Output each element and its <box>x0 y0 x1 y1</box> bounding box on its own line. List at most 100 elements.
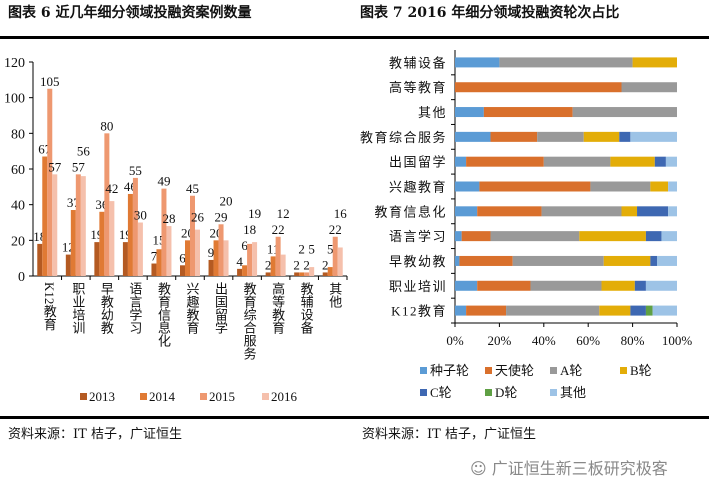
legend-label: 2013 <box>89 389 115 404</box>
data-label: 7 <box>151 249 158 264</box>
bar-segment-A轮 <box>541 206 622 217</box>
right-source: 资料来源：IT 桔子，广证恒生 <box>362 427 536 442</box>
bar-segment-B轮 <box>599 305 631 316</box>
bar-segment-天使轮 <box>466 305 507 316</box>
data-label: 45 <box>186 181 199 196</box>
bar-segment-种子轮 <box>455 181 480 192</box>
bar-segment-B轮 <box>583 131 620 142</box>
legend-label: B轮 <box>630 363 652 378</box>
bar-segment-A轮 <box>590 181 651 192</box>
category-label: 教育信息化 <box>374 204 447 219</box>
data-label: 49 <box>157 174 170 189</box>
data-label: 29 <box>215 209 228 224</box>
bar-segment-B轮 <box>610 156 655 167</box>
data-label: 26 <box>191 209 205 224</box>
legend-label: D轮 <box>495 385 517 400</box>
bar-segment-B轮 <box>650 181 669 192</box>
bar-2013 <box>122 242 128 276</box>
bar-2013 <box>265 272 271 276</box>
bar-segment-天使轮 <box>466 156 544 167</box>
legend-swatch <box>485 367 492 374</box>
category-label: 教育综合服务 <box>242 281 257 360</box>
category-label: K12教育 <box>42 282 57 332</box>
bar-segment-其他 <box>657 255 677 266</box>
x-tick-label: 0% <box>446 333 464 348</box>
legend-swatch <box>262 393 269 400</box>
data-label: 2 <box>303 257 310 272</box>
bar-2014 <box>70 210 76 276</box>
legend-label: 种子轮 <box>430 363 469 378</box>
bar-segment-B轮 <box>621 206 638 217</box>
x-tick-label: 100% <box>662 333 693 348</box>
x-tick-label: 20% <box>487 333 511 348</box>
category-label: 出国留学 <box>213 282 228 334</box>
bar-segment-B轮 <box>601 280 635 291</box>
category-label: 教辅设备 <box>299 281 314 335</box>
legend-label: 2015 <box>209 389 235 404</box>
data-label: 105 <box>40 74 60 89</box>
data-label: 4 <box>236 254 243 269</box>
category-label: 兴趣教育 <box>185 282 200 335</box>
legend-swatch <box>200 393 207 400</box>
category-label: 职业培训 <box>70 282 85 334</box>
data-label: 2 <box>322 257 329 272</box>
category-label: K12教育 <box>391 304 447 319</box>
y-tick-label: 80 <box>11 127 25 142</box>
bar-segment-其他 <box>661 231 677 242</box>
data-label: 30 <box>134 208 147 223</box>
bar-2013 <box>180 265 185 276</box>
legend-swatch <box>80 393 87 400</box>
data-label: 18 <box>243 222 256 237</box>
bar-segment-C轮 <box>637 206 669 217</box>
bar-segment-A轮 <box>572 107 677 118</box>
data-label: 6 <box>179 250 186 265</box>
bar-segment-种子轮 <box>455 131 491 142</box>
category-label: 教育信息化 <box>156 281 171 348</box>
bar-segment-B轮 <box>603 255 651 266</box>
bar-segment-天使轮 <box>455 82 622 93</box>
data-label: 2 <box>265 257 272 272</box>
data-label: 2 <box>298 241 305 256</box>
bar-segment-A轮 <box>490 231 580 242</box>
bar-segment-C轮 <box>619 131 631 142</box>
bar-segment-D轮 <box>645 305 653 316</box>
watermark: ☺ 广证恒生新三板研究极客 <box>470 459 668 478</box>
bar-segment-C轮 <box>645 231 662 242</box>
bar-segment-种子轮 <box>455 206 478 217</box>
data-label: 9 <box>208 245 215 260</box>
bar-2016 <box>309 267 315 276</box>
data-label: 12 <box>277 206 290 221</box>
bar-segment-C轮 <box>650 255 658 266</box>
data-label: 56 <box>77 143 91 158</box>
legend-swatch <box>550 389 557 396</box>
data-label: 55 <box>129 163 142 178</box>
left-source: 资料来源：IT 桔子，广证恒生 <box>8 427 182 442</box>
bar-2015 <box>104 133 110 276</box>
bar-segment-C轮 <box>634 280 646 291</box>
bar-2013 <box>65 254 71 276</box>
data-label: 16 <box>334 206 348 221</box>
bar-2015 <box>247 243 253 276</box>
data-label: 28 <box>162 211 175 226</box>
data-label: 22 <box>329 222 342 237</box>
x-tick-label: 40% <box>532 333 556 348</box>
category-label: 出国留学 <box>389 155 447 170</box>
bar-segment-A轮 <box>506 305 600 316</box>
category-label: 高等教育 <box>389 80 447 95</box>
data-label: 57 <box>72 159 86 174</box>
bar-segment-其他 <box>645 280 677 291</box>
watermark-text: 广证恒生新三板研究极客 <box>491 459 668 478</box>
bar-2016 <box>252 242 258 276</box>
bar-segment-天使轮 <box>477 206 542 217</box>
bar-2016 <box>166 226 172 276</box>
data-label: 80 <box>100 118 113 133</box>
bar-2016 <box>52 174 58 276</box>
bar-segment-种子轮 <box>455 255 460 266</box>
bar-segment-其他 <box>665 156 677 167</box>
data-label: 57 <box>48 159 62 174</box>
legend-label: C轮 <box>430 385 452 400</box>
bar-2014 <box>42 156 48 276</box>
bar-2015 <box>190 195 195 276</box>
data-label: 2 <box>293 257 300 272</box>
bar-segment-A轮 <box>621 82 677 93</box>
